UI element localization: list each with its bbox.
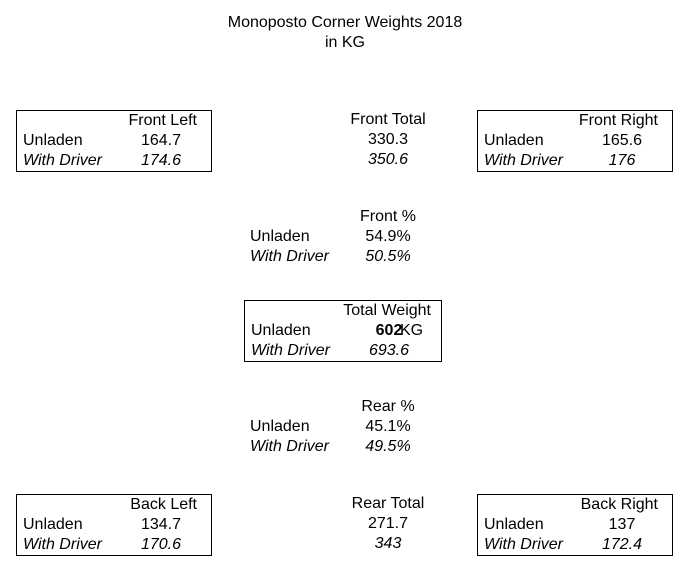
unladen-label: Unladen	[17, 131, 113, 151]
unladen-label: Unladen	[17, 515, 113, 535]
rear-total-block: Rear Total 271.7 343	[244, 494, 442, 554]
rear-percent-withdriver: 49.5%	[340, 437, 436, 457]
rear-total-unladen: 271.7	[340, 514, 436, 534]
unladen-label: Unladen	[245, 321, 341, 341]
front-left-unladen: 164.7	[113, 131, 209, 151]
withdriver-label: With Driver	[244, 437, 340, 457]
page-title: Monoposto Corner Weights 2018 in KG	[0, 13, 690, 53]
rear-total-header: Rear Total	[340, 494, 436, 514]
back-right-withdriver: 172.4	[574, 535, 670, 555]
unladen-label: Unladen	[478, 515, 574, 535]
unladen-label: Unladen	[478, 131, 574, 151]
front-right-header: Front Right	[568, 111, 672, 131]
back-left-box: Back Left Unladen134.7 With Driver170.6	[16, 494, 212, 556]
back-left-unladen: 134.7	[113, 515, 209, 535]
back-left-withdriver: 170.6	[113, 535, 209, 555]
front-total-block: Front Total 330.3 350.6	[244, 110, 442, 170]
title-line1: Monoposto Corner Weights 2018	[0, 13, 690, 33]
front-total-withdriver: 350.6	[340, 150, 436, 170]
rear-percent-unladen: 45.1%	[340, 417, 436, 437]
unladen-label: Unladen	[244, 417, 340, 437]
front-percent-header: Front %	[340, 207, 436, 227]
withdriver-label: With Driver	[17, 535, 113, 555]
total-weight-box: Total Weight Unladen602KG With Driver693…	[244, 300, 442, 362]
rear-total-withdriver: 343	[340, 534, 436, 554]
back-right-box: Back Right Unladen137 With Driver172.4	[477, 494, 673, 556]
unit-label: KG	[400, 321, 423, 341]
back-right-unladen: 137	[574, 515, 670, 535]
front-right-box: Front Right Unladen165.6 With Driver176	[477, 110, 673, 172]
front-right-unladen: 165.6	[574, 131, 670, 151]
front-percent-withdriver: 50.5%	[340, 247, 436, 267]
back-right-header: Back Right	[568, 495, 672, 515]
withdriver-label: With Driver	[244, 247, 340, 267]
front-total-header: Front Total	[340, 110, 436, 130]
withdriver-label: With Driver	[478, 151, 574, 171]
title-line2: in KG	[0, 33, 690, 53]
front-total-unladen: 330.3	[340, 130, 436, 150]
withdriver-label: With Driver	[245, 341, 341, 361]
front-right-withdriver: 176	[574, 151, 670, 171]
total-weight-header: Total Weight	[338, 301, 441, 321]
unladen-label: Unladen	[244, 227, 340, 247]
front-percent-block: Front % Unladen54.9% With Driver50.5%	[244, 207, 442, 267]
back-left-header: Back Left	[107, 495, 211, 515]
rear-percent-header: Rear %	[340, 397, 436, 417]
rear-percent-block: Rear % Unladen45.1% With Driver49.5%	[244, 397, 442, 457]
front-left-header: Front Left	[107, 111, 211, 131]
front-percent-unladen: 54.9%	[340, 227, 436, 247]
front-left-box: Front Left Unladen164.7 With Driver174.6	[16, 110, 212, 172]
page: Monoposto Corner Weights 2018 in KG Fron…	[0, 0, 690, 576]
total-weight-withdriver: 693.6	[341, 341, 437, 361]
withdriver-label: With Driver	[478, 535, 574, 555]
front-left-withdriver: 174.6	[113, 151, 209, 171]
withdriver-label: With Driver	[17, 151, 113, 171]
